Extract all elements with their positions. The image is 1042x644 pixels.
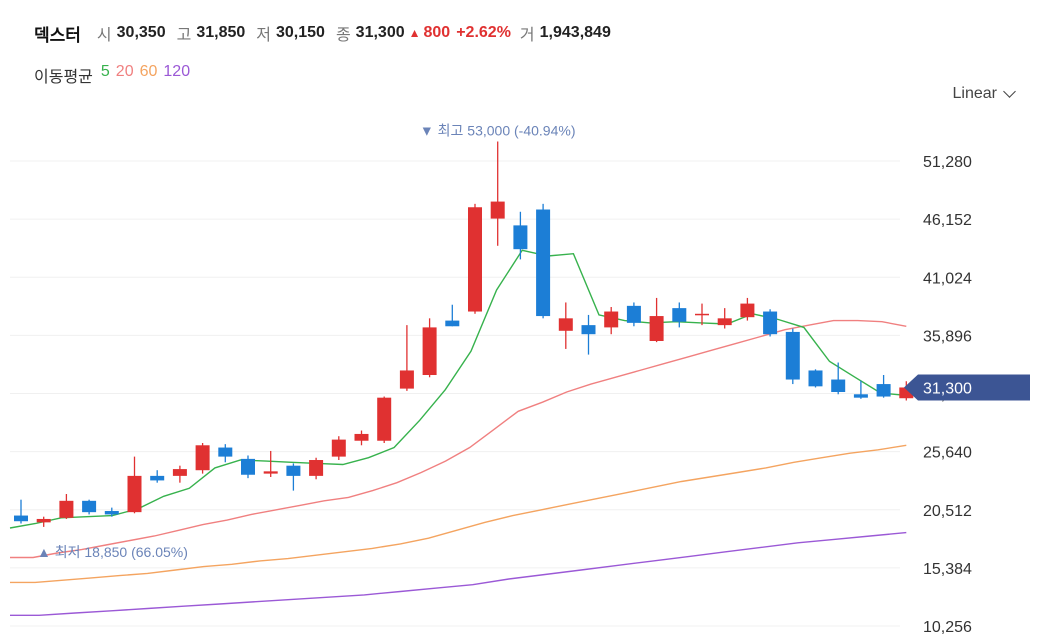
- candle-body: [14, 515, 28, 522]
- change-value: 800: [423, 24, 451, 41]
- candle-body: [672, 308, 687, 322]
- low-value: 30,150: [276, 24, 325, 41]
- candle-body: [626, 305, 641, 323]
- open-label: 시: [96, 27, 112, 44]
- candle-body: [899, 387, 914, 399]
- ma5-line: [9, 249, 907, 529]
- volume-label: 거: [519, 27, 535, 44]
- y-tick-label: 20,512: [923, 503, 972, 520]
- candle-body: [172, 469, 187, 476]
- candle-body: [82, 500, 97, 513]
- ma-legend-20[interactable]: 20: [115, 63, 134, 80]
- close-label: 종: [335, 27, 351, 44]
- candle-body: [36, 518, 51, 523]
- open-value: 30,350: [116, 24, 166, 41]
- candle-body: [649, 316, 664, 341]
- moving-average-title: 이동평균: [34, 69, 93, 86]
- current-price-label: 31,300: [923, 380, 972, 397]
- candle-body: [740, 303, 755, 318]
- candle-body: [853, 394, 868, 398]
- volume-value: 1,943,849: [539, 24, 611, 41]
- candle-body: [309, 460, 324, 476]
- scale-dropdown-value: Linear: [952, 85, 997, 102]
- candle-body: [354, 433, 369, 441]
- ma-legend-120[interactable]: 120: [163, 63, 191, 80]
- high-label: 고: [176, 27, 192, 44]
- candle-body: [445, 320, 460, 327]
- change-up-icon: ▲: [408, 26, 421, 40]
- y-tick-label: 10,256: [923, 619, 972, 636]
- candle-body: [513, 225, 528, 250]
- candle-body: [195, 445, 210, 471]
- candle-body: [263, 471, 278, 474]
- candle-body: [490, 201, 505, 219]
- candle-body: [377, 397, 392, 441]
- y-tick-label: 25,640: [923, 445, 972, 462]
- candle-body: [876, 384, 891, 397]
- y-tick-label: 35,896: [923, 328, 972, 345]
- stock-header: 덱스터 시 30,350 고 31,850 저 30,150 종 31,300 ▲ 800…: [34, 22, 622, 45]
- y-tick-label: 41,024: [923, 270, 972, 287]
- ma-legend-60[interactable]: 60: [139, 63, 158, 80]
- candle-body: [785, 331, 800, 380]
- candle-body: [286, 465, 301, 476]
- stock-name: 덱스터: [34, 25, 81, 45]
- moving-average-legend: 이동평균 5 20 60 120: [34, 63, 190, 87]
- candle-body: [695, 313, 709, 316]
- candle-body: [581, 325, 596, 335]
- candle-body: [241, 458, 255, 475]
- candle-body: [808, 370, 823, 387]
- y-tick-label: 51,280: [923, 154, 972, 171]
- low-label: 저: [256, 27, 271, 44]
- low-price-marker: ▲ 최저 18,850 (66.05%): [37, 544, 188, 560]
- ma120-line: [10, 531, 907, 616]
- current-price-tag: [904, 374, 1030, 401]
- close-value: 31,300: [355, 24, 405, 41]
- candle-body: [104, 511, 119, 515]
- candle-body: [831, 379, 846, 393]
- candle-body: [536, 209, 551, 317]
- candle-body: [399, 370, 414, 389]
- scale-dropdown[interactable]: Linear: [952, 85, 1016, 103]
- candle-body: [422, 327, 437, 376]
- y-tick-label: 46,152: [923, 212, 972, 229]
- y-tick-label: 15,384: [923, 561, 972, 578]
- candle-body: [763, 311, 778, 335]
- candle-body: [59, 500, 74, 518]
- ma-legend-5[interactable]: 5: [100, 63, 110, 80]
- ma60-line: [10, 444, 907, 584]
- candle-body: [558, 318, 573, 331]
- candle-body: [150, 475, 165, 481]
- high-price-marker: ▼ 최고 53,000 (-40.94%): [420, 123, 576, 139]
- ma20-line: [10, 319, 907, 559]
- candle-body: [604, 311, 619, 328]
- candle-body: [717, 318, 732, 326]
- change-percent: +2.62%: [456, 24, 511, 41]
- high-value: 31,850: [196, 24, 246, 41]
- candle-body: [218, 447, 233, 457]
- candle-body: [468, 207, 482, 312]
- candle-body: [127, 475, 142, 513]
- candle-body: [331, 439, 346, 457]
